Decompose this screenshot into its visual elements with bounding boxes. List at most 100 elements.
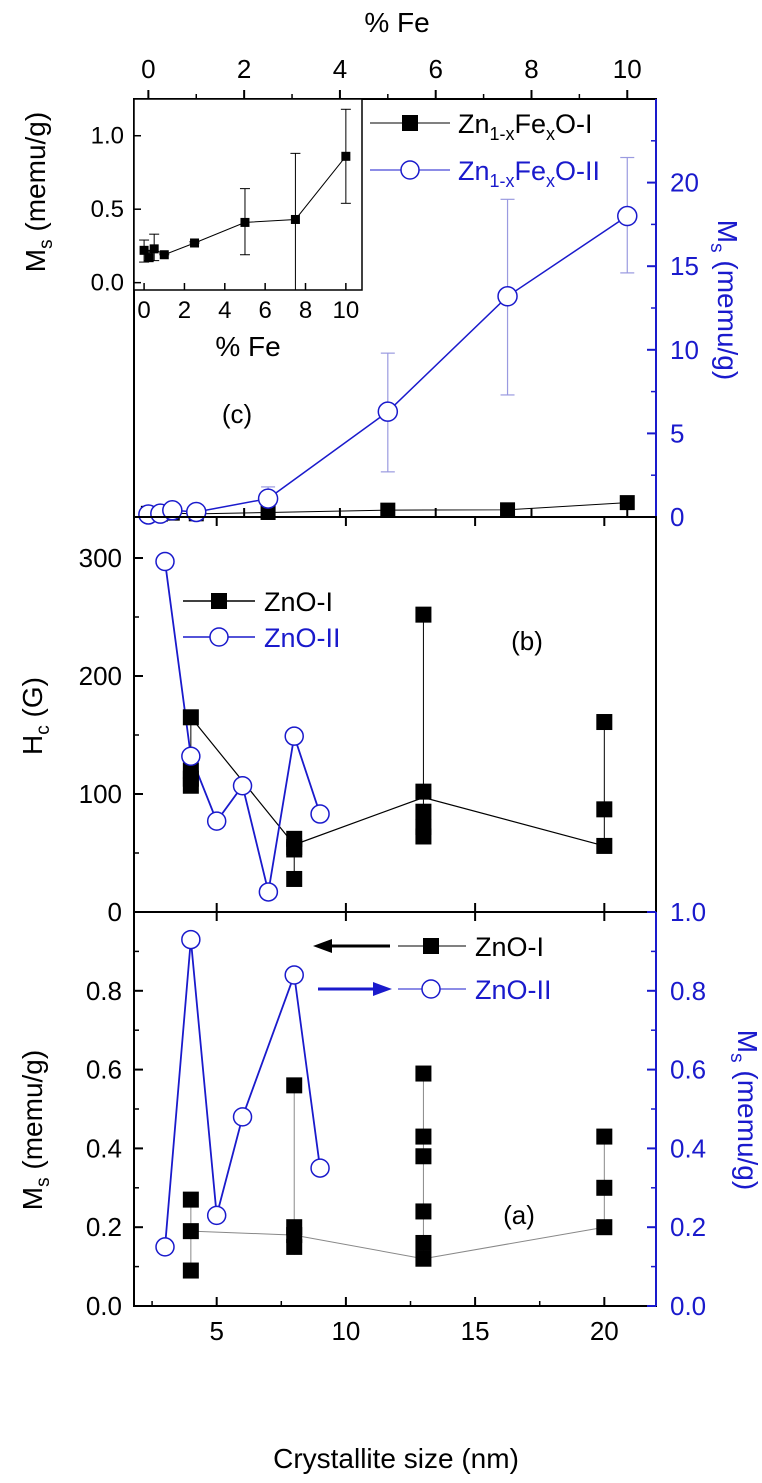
panel-c-series-i-marker (619, 495, 635, 511)
panel-b-series-i-marker (415, 803, 432, 820)
panel-a-series-i-marker (596, 1219, 613, 1236)
panel-b-series-i-marker (415, 606, 432, 623)
inset-marker (341, 151, 351, 161)
inset-series (139, 108, 351, 291)
panel-a-right-ylabel: Ms (memu/g) (726, 1030, 762, 1190)
panel-c-series-ii-marker (617, 205, 638, 227)
panel-a-ylabel: Ms (memu/g) (17, 1050, 54, 1210)
inset-axes: 0 2 4 6 8 10 0.0 0.5 1.0 (91, 123, 360, 324)
panel-c-right-tick-label: 10 (670, 335, 699, 365)
panel-b-series-i-marker (415, 783, 432, 800)
panel-b-series-ii-marker (206, 811, 227, 831)
panel-a-series-i-marker (596, 1128, 613, 1145)
panel-b-series-i-marker (182, 709, 199, 726)
panel-a-y-tick-label: 0.4 (86, 1133, 122, 1163)
panel-c-label: (c) (222, 399, 252, 429)
panel-a-series-ii-marker (284, 965, 304, 985)
panel-a-frame (133, 911, 657, 1307)
panel-a-series-i-marker (182, 1191, 199, 1208)
legend-c-label-i: Zn1-xFexO-I (458, 109, 593, 144)
legend-a-label-i: ZnO-I (475, 932, 544, 962)
inset-ylabel: Ms (memu/g) (20, 112, 57, 272)
inset-frame (133, 98, 363, 291)
panel-b-series-ii-marker (155, 551, 175, 572)
panel-a-series (155, 929, 613, 1279)
panel-b-series-i-marker (286, 870, 303, 887)
legend-b-marker-i (211, 593, 227, 609)
panel-b-series-i-marker (286, 841, 303, 858)
panel-a-x-tick-label: 15 (461, 1316, 490, 1346)
top-tick-label: 4 (333, 54, 347, 84)
top-tick-label: 0 (141, 54, 155, 84)
panel-b-y-tick-label: 0 (108, 897, 122, 927)
panel-c-right-tick-label: 15 (670, 251, 699, 281)
panel-c-series-ii-marker (377, 401, 399, 422)
top-tick-label: 10 (613, 54, 642, 84)
inset-xlabel: % Fe (215, 331, 280, 362)
panel-a-series-i-marker (415, 1065, 432, 1082)
legend-c-marker-i (402, 115, 418, 131)
panel-a-series-ii-marker (206, 1205, 227, 1226)
inset-marker (149, 244, 159, 254)
panel-a-right-tick-label: 0.0 (670, 1291, 706, 1321)
inset-y-tick-label: 1.0 (91, 123, 124, 150)
panel-b-series-i-marker (596, 714, 613, 731)
legend-a-arrowhead-black (313, 939, 332, 953)
inset-marker (159, 250, 169, 260)
top-xaxis-ticks: 0 2 4 6 8 10 (141, 54, 642, 99)
panel-c-series-i-marker (500, 502, 516, 518)
inset-y-tick-label: 0.5 (91, 196, 124, 223)
panel-c-right-tick-label: 0 (670, 502, 684, 532)
panel-b-frame (133, 516, 657, 913)
inset-x-tick-label: 2 (178, 297, 191, 324)
panel-b-series-i-marker (415, 828, 432, 845)
panel-a-series-i-marker (415, 1234, 432, 1251)
panel-a-right-tick-label: 0.8 (670, 976, 706, 1006)
panel-a-series-i-marker (286, 1077, 303, 1094)
legend-a-label-ii: ZnO-II (475, 975, 552, 1005)
panel-a-series-i-marker (182, 1262, 199, 1279)
panel-a-series-ii-marker (232, 1107, 253, 1127)
panel-c-right-axis: 0 5 10 15 20 (147, 99, 699, 532)
panel-c-series-ii-marker (497, 286, 518, 307)
panel-a-right-tick-label: 1.0 (670, 897, 706, 927)
panel-b-series-i-marker (596, 837, 613, 854)
panel-c-series-i-marker (380, 502, 396, 518)
panel-b-series (155, 551, 613, 902)
legend-b-label-i: ZnO-I (264, 587, 333, 617)
panel-b-label: (b) (511, 626, 543, 656)
top-tick-label: 8 (524, 54, 538, 84)
panel-c-right-tick-label: 20 (670, 168, 699, 198)
panel-c-inset: 0 2 4 6 8 10 0.0 0.5 1.0 % Fe Ms (memu/g) (20, 98, 363, 362)
legend-a-marker-i (423, 938, 439, 954)
inset-marker (240, 217, 250, 227)
panel-a-x-tick-label: 5 (209, 1316, 223, 1346)
panel-a: 0.0 0.2 0.4 0.6 0.8 0.0 0.2 0.4 0.6 0.8 1.0 5 10 15 20… (17, 897, 762, 1474)
panel-b-series-i-marker (596, 801, 613, 818)
panel-b-y-tick-label: 300 (79, 543, 122, 573)
panel-a-right-tick-label: 0.4 (670, 1133, 706, 1163)
panel-b-series-ii-marker (232, 775, 253, 796)
inset-marker (290, 214, 300, 224)
panel-a-series-i-marker (415, 1203, 432, 1220)
inset-marker (190, 238, 200, 248)
panel-b-series-i-marker (182, 777, 199, 794)
inset-marker (139, 245, 149, 255)
legend-b-marker-ii (209, 627, 229, 647)
panel-a-y-tick-label: 0.6 (86, 1055, 122, 1085)
panel-a-series-i-marker (182, 1223, 199, 1240)
inset-y-tick-label: 0.0 (91, 270, 124, 297)
bottom-xaxis-title: Crystallite size (nm) (273, 1443, 519, 1474)
legend-c-marker-ii (400, 160, 420, 180)
inset-x-tick-label: 0 (137, 297, 150, 324)
panel-a-series-ii-line (164, 939, 321, 1247)
panel-a-series-i-line (190, 1226, 605, 1260)
top-xaxis-title: % Fe (364, 7, 429, 38)
inset-x-tick-label: 10 (333, 297, 360, 324)
inset-x-tick-label: 6 (258, 297, 271, 324)
panel-b: 0 100 200 300 Hc (G) (b) ZnO-I ZnO-II (17, 516, 657, 927)
panel-c-series-ii-marker (257, 488, 279, 509)
inset-marker (144, 253, 154, 263)
